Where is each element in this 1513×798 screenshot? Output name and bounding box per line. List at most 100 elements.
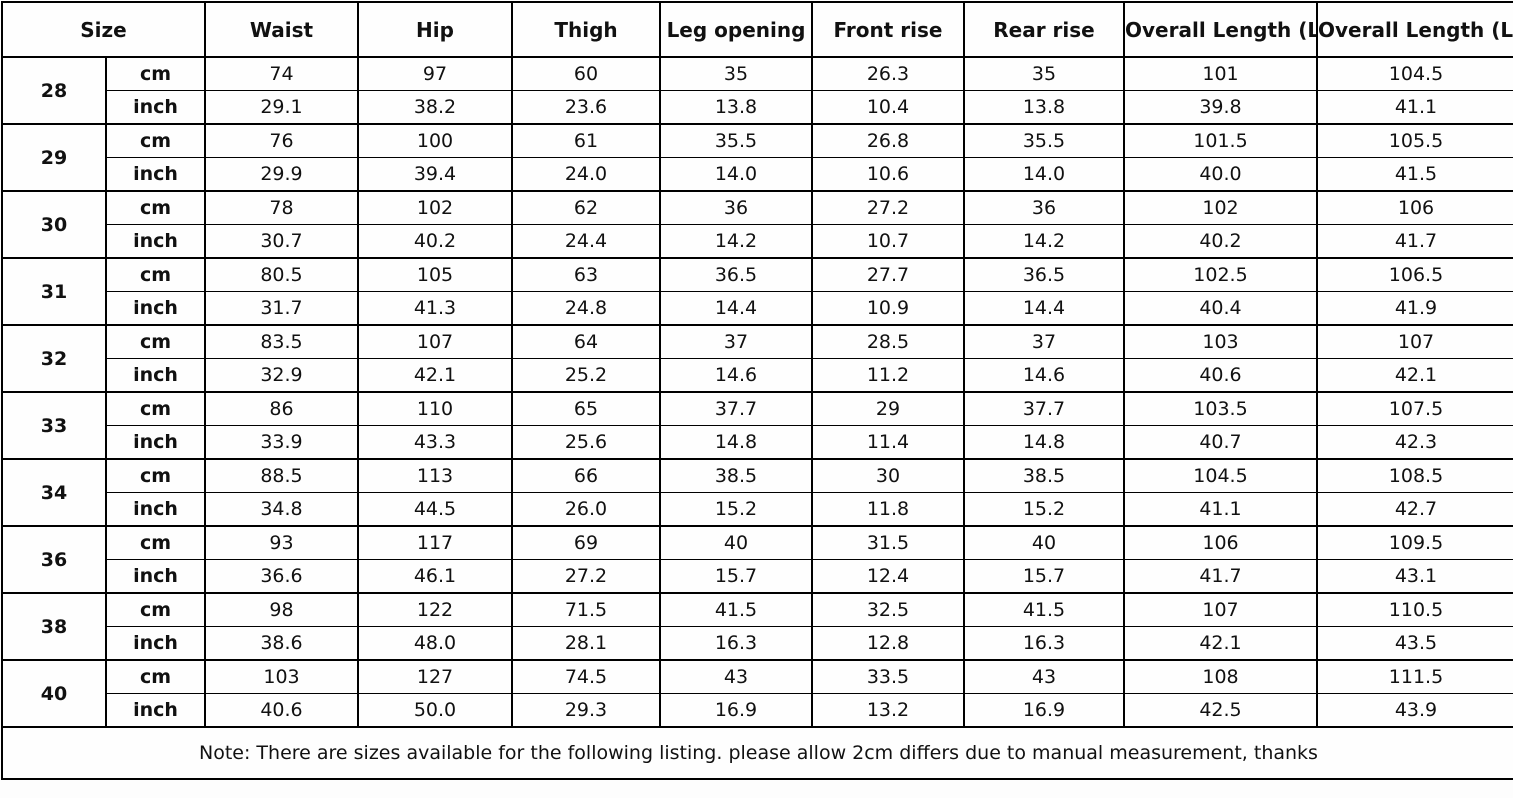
value-cell: 43.5 [1316,626,1513,661]
value-cell: 71.5 [511,592,661,627]
value-cell: 14.8 [963,425,1125,460]
value-cell: 61 [511,123,661,158]
note-row: Note: There are sizes available for the … [1,726,1513,780]
value-cell: 41.7 [1316,224,1513,259]
value-cell: 15.2 [659,492,813,527]
value-cell: 42.1 [1316,358,1513,393]
header-size: Size [1,1,206,58]
table-row: 29 cm 76 100 61 35.5 26.8 35.5 101.5 105.5 [1,123,1513,192]
value-cell: 36 [963,190,1125,225]
size-chart-table: Size Waist Hip Thigh Leg opening Front r… [1,1,1513,780]
unit-cell: cm [105,659,206,694]
value-cell: 24.8 [511,291,661,326]
value-cell: 65 [511,391,661,426]
value-cell: 23.6 [511,90,661,125]
value-cell: 80.5 [204,257,359,292]
value-cell: 16.9 [659,693,813,728]
value-cell: 40 [963,525,1125,560]
value-cell: 101.5 [1123,123,1318,158]
value-cell: 11.8 [811,492,965,527]
unit-cell: inch [105,425,206,460]
table-row: inch 30.7 40.2 24.4 14.2 10.7 14.2 40.2 41.7 [2,224,1513,259]
value-cell: 107 [1316,324,1513,359]
value-cell: 29 [811,391,965,426]
value-cell: 38.5 [963,458,1125,493]
value-cell: 13.2 [811,693,965,728]
value-cell: 37 [659,324,813,359]
size-cell: 32 [1,324,107,393]
value-cell: 101 [1123,56,1318,91]
value-cell: 27.2 [511,559,661,594]
value-cell: 40.6 [1123,358,1318,393]
header-overall-length-l32: Overall Length (L32) [1316,1,1513,58]
value-cell: 38.6 [204,626,359,661]
unit-cell: inch [105,291,206,326]
value-cell: 32.9 [204,358,359,393]
value-cell: 40.2 [357,224,513,259]
table-row: 36 cm 93 117 69 40 31.5 40 106 109.5 [1,525,1513,594]
value-cell: 43 [659,659,813,694]
value-cell: 13.8 [963,90,1125,125]
value-cell: 107 [357,324,513,359]
value-cell: 111.5 [1316,659,1513,694]
value-cell: 36.5 [963,257,1125,292]
value-cell: 32.5 [811,592,965,627]
size-cell: 28 [1,56,107,125]
value-cell: 14.6 [963,358,1125,393]
value-cell: 102 [357,190,513,225]
value-cell: 34.8 [204,492,359,527]
value-cell: 33.9 [204,425,359,460]
value-cell: 105 [357,257,513,292]
value-cell: 41.5 [963,592,1125,627]
size-cell: 31 [1,257,107,326]
value-cell: 64 [511,324,661,359]
table-row: inch 32.9 42.1 25.2 14.6 11.2 14.6 40.6 42.1 [2,358,1513,393]
header-front-rise: Front rise [811,1,965,58]
value-cell: 41.1 [1316,90,1513,125]
value-cell: 38.2 [357,90,513,125]
value-cell: 38.5 [659,458,813,493]
value-cell: 102 [1123,190,1318,225]
value-cell: 42.5 [1123,693,1318,728]
value-cell: 83.5 [204,324,359,359]
value-cell: 103.5 [1123,391,1318,426]
table-row: 38 cm 98 122 71.5 41.5 32.5 41.5 107 110.5 [1,592,1513,661]
value-cell: 108 [1123,659,1318,694]
value-cell: 41.1 [1123,492,1318,527]
header-row: Size Waist Hip Thigh Leg opening Front r… [1,1,1513,58]
value-cell: 74.5 [511,659,661,694]
table-row: inch 40.6 50.0 29.3 16.9 13.2 16.9 42.5 43.9 [2,693,1513,728]
value-cell: 11.4 [811,425,965,460]
value-cell: 104.5 [1316,56,1513,91]
header-thigh: Thigh [511,1,661,58]
header-rear-rise: Rear rise [963,1,1125,58]
value-cell: 42.1 [1123,626,1318,661]
value-cell: 41.5 [659,592,813,627]
unit-cell: inch [105,90,206,125]
value-cell: 35.5 [963,123,1125,158]
value-cell: 37.7 [963,391,1125,426]
value-cell: 26.8 [811,123,965,158]
value-cell: 14.2 [659,224,813,259]
unit-cell: inch [105,224,206,259]
value-cell: 48.0 [357,626,513,661]
value-cell: 16.3 [659,626,813,661]
unit-cell: inch [105,693,206,728]
value-cell: 35 [659,56,813,91]
table-row: 31 cm 80.5 105 63 36.5 27.7 36.5 102.5 106.5 [1,257,1513,326]
value-cell: 16.3 [963,626,1125,661]
value-cell: 28.1 [511,626,661,661]
value-cell: 10.6 [811,157,965,192]
table-row: inch 36.6 46.1 27.2 15.7 12.4 15.7 41.7 43.1 [2,559,1513,594]
value-cell: 36 [659,190,813,225]
value-cell: 86 [204,391,359,426]
value-cell: 69 [511,525,661,560]
value-cell: 78 [204,190,359,225]
table-row: inch 29.9 39.4 24.0 14.0 10.6 14.0 40.0 41.5 [2,157,1513,192]
value-cell: 41.5 [1316,157,1513,192]
value-cell: 37.7 [659,391,813,426]
header-hip: Hip [357,1,513,58]
table-row: inch 31.7 41.3 24.8 14.4 10.9 14.4 40.4 41.9 [2,291,1513,326]
value-cell: 26.0 [511,492,661,527]
value-cell: 15.2 [963,492,1125,527]
